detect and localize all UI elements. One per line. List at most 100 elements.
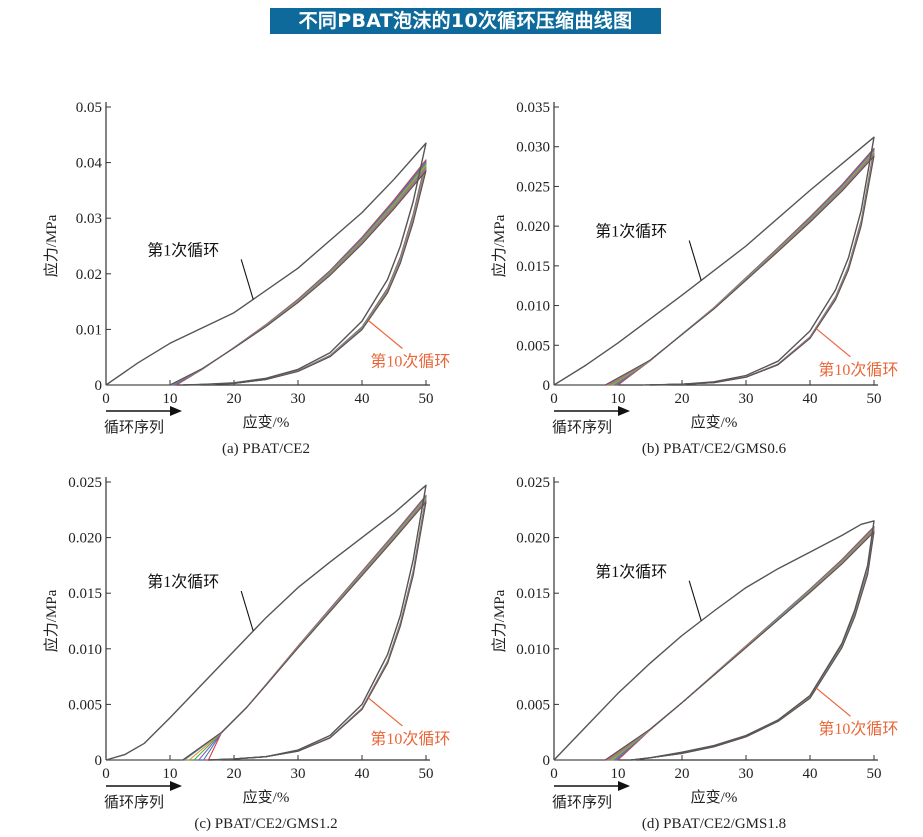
x-tick-label: 10 xyxy=(611,766,626,782)
sequence-label: 循环序列 xyxy=(104,794,164,811)
x-tick-label: 30 xyxy=(739,766,754,782)
x-tick-label: 40 xyxy=(803,391,818,407)
first-cycle-label: 第1次循环 xyxy=(147,573,219,591)
x-axis-label: 应变/% xyxy=(243,788,290,806)
x-tick-label: 50 xyxy=(419,766,434,782)
x-tick-label: 40 xyxy=(355,766,370,782)
first-cycle-pointer xyxy=(688,580,702,621)
cycle-curve-5 xyxy=(554,150,875,386)
cycle-curve-6 xyxy=(106,164,427,386)
tenth-cycle-pointer xyxy=(816,328,851,358)
x-tick-label: 0 xyxy=(550,766,558,782)
y-tick-label: 0.005 xyxy=(516,338,550,354)
y-tick-label: 0 xyxy=(95,753,103,769)
cycle-curve-9 xyxy=(106,500,427,761)
y-tick-label: 0.005 xyxy=(516,697,550,713)
y-tick-label: 0.025 xyxy=(516,475,550,491)
cycle-curve-7 xyxy=(554,152,875,386)
first-cycle-label: 第1次循环 xyxy=(595,222,667,240)
sequence-label: 循环序列 xyxy=(552,419,612,436)
cycle-curve-2 xyxy=(106,159,427,386)
cycle-curve-8 xyxy=(106,499,427,761)
sequence-arrow-head-icon xyxy=(170,781,182,791)
x-tick-label: 30 xyxy=(291,391,306,407)
y-tick-label: 0.015 xyxy=(516,259,550,275)
x-axis-label: 应变/% xyxy=(691,788,738,806)
x-tick-label: 0 xyxy=(102,766,110,782)
cycle-curve-5 xyxy=(106,163,427,386)
cycle-curve-10 xyxy=(106,501,427,761)
y-tick-label: 0.010 xyxy=(516,299,550,315)
y-tick-label: 0.01 xyxy=(76,322,102,338)
cycle-curve-8 xyxy=(554,153,875,386)
y-tick-label: 0.005 xyxy=(68,697,102,713)
y-tick-label: 0.05 xyxy=(76,100,102,116)
cycle-curve-4 xyxy=(106,496,427,761)
y-tick-label: 0.020 xyxy=(68,531,102,547)
sequence-arrow-head-icon xyxy=(170,406,182,416)
tenth-cycle-pointer xyxy=(816,687,851,717)
tenth-cycle-pointer xyxy=(368,320,403,349)
y-tick-label: 0.02 xyxy=(76,267,102,283)
y-tick-label: 0.030 xyxy=(516,140,550,156)
x-tick-label: 0 xyxy=(102,391,110,407)
first-cycle-pointer xyxy=(240,259,254,300)
y-tick-label: 0 xyxy=(543,753,551,769)
tenth-cycle-pointer xyxy=(368,697,403,727)
chart-caption: (c) PBAT/CE2/GMS1.2 xyxy=(194,816,337,832)
y-tick-label: 0.020 xyxy=(516,531,550,547)
cycle-curve-10 xyxy=(554,155,875,386)
cycle-curve-1 xyxy=(553,520,875,761)
page-title: 不同PBAT泡沫的10次循环压缩曲线图 xyxy=(270,8,661,34)
y-tick-label: 0 xyxy=(543,378,551,394)
cycle-curve-6 xyxy=(106,498,427,761)
cycle-curve-4 xyxy=(554,149,875,386)
cycle-curve-10 xyxy=(106,170,427,386)
y-tick-label: 0.035 xyxy=(516,100,550,116)
y-axis-label: 应力/MPa xyxy=(490,214,508,277)
cycle-curve-3 xyxy=(106,160,427,386)
x-tick-label: 20 xyxy=(227,391,242,407)
x-tick-label: 50 xyxy=(867,391,882,407)
x-tick-label: 50 xyxy=(867,766,882,782)
y-tick-label: 0.025 xyxy=(68,475,102,491)
x-axis-label: 应变/% xyxy=(243,413,290,431)
y-tick-label: 0.015 xyxy=(516,586,550,602)
y-tick-label: 0.03 xyxy=(76,211,102,227)
first-cycle-pointer xyxy=(688,240,702,281)
y-tick-label: 0.04 xyxy=(76,156,103,172)
tenth-cycle-label: 第10次循环 xyxy=(370,730,450,748)
first-cycle-label: 第1次循环 xyxy=(595,563,667,581)
y-tick-label: 0.025 xyxy=(516,179,550,195)
y-tick-label: 0.020 xyxy=(516,219,550,235)
cycle-curve-1 xyxy=(105,484,427,761)
tenth-cycle-label: 第10次循环 xyxy=(370,353,450,371)
cycle-curve-10 xyxy=(554,531,875,761)
sequence-arrow-head-icon xyxy=(618,781,630,791)
y-tick-label: 0 xyxy=(95,378,103,394)
chart-panel-c: 0 0.005 0.010 0.015 0.020 0.025 0 10 20 30 40 50 应力/… xyxy=(42,475,450,832)
y-tick-label: 0.010 xyxy=(516,642,550,658)
x-tick-label: 30 xyxy=(291,766,306,782)
cycle-curve-2 xyxy=(554,147,875,386)
cycle-curve-5 xyxy=(106,497,427,761)
chart-caption: (a) PBAT/CE2 xyxy=(222,441,310,457)
chart-panel-a: 0 0.01 0.02 0.03 0.04 0.05 0 10 20 30 40 50 应力/MPa 应变… xyxy=(42,100,450,457)
x-tick-label: 50 xyxy=(419,391,434,407)
cycle-curve-2 xyxy=(106,494,427,761)
tenth-cycle-label: 第10次循环 xyxy=(818,720,898,738)
sequence-label: 循环序列 xyxy=(552,794,612,811)
x-tick-label: 0 xyxy=(550,391,558,407)
first-cycle-pointer xyxy=(240,590,254,632)
chart-panel-b: 0 0.005 0.010 0.015 0.020 0.025 0.030 0.035 0 10 2… xyxy=(490,100,898,457)
y-axis-label: 应力/MPa xyxy=(42,589,60,652)
x-tick-label: 20 xyxy=(227,766,242,782)
x-tick-label: 40 xyxy=(355,391,370,407)
cycle-curve-3 xyxy=(554,148,875,386)
x-tick-label: 10 xyxy=(163,766,178,782)
cycle-curve-6 xyxy=(554,151,875,386)
x-tick-label: 10 xyxy=(611,391,626,407)
x-tick-label: 20 xyxy=(675,391,690,407)
chart-caption: (d) PBAT/CE2/GMS1.8 xyxy=(642,816,786,832)
first-cycle-label: 第1次循环 xyxy=(147,241,219,259)
